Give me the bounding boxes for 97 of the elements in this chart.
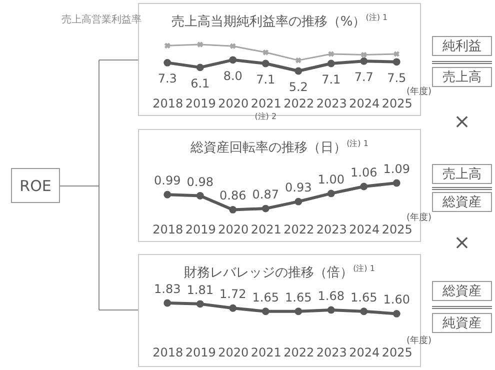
data-label: 7.5 xyxy=(387,70,406,85)
chart-title: 総資産回転率の推移（日）$^{(注) 1}$ xyxy=(190,138,370,156)
data-label: 1.09 xyxy=(383,162,410,176)
point xyxy=(360,182,368,190)
x-tick-label: 2022 xyxy=(284,222,314,236)
x-tick-label: 2022 xyxy=(284,346,314,360)
point xyxy=(229,206,237,214)
text: ROE xyxy=(11,168,60,203)
point xyxy=(164,58,172,66)
x-tick-label: 2019 xyxy=(185,222,216,236)
text: (年度) xyxy=(406,86,432,97)
point xyxy=(197,42,204,48)
x-tick-label: 2018 xyxy=(152,222,184,236)
point xyxy=(294,67,302,75)
point xyxy=(262,49,269,56)
x-tick-label: 2020 xyxy=(218,96,249,110)
point xyxy=(229,56,237,64)
x-tick-label: 2023 xyxy=(316,96,347,110)
x-tick-label: 2020 xyxy=(218,222,249,236)
point xyxy=(360,308,368,316)
point xyxy=(164,190,172,198)
data-label: 0.99 xyxy=(154,174,181,188)
point xyxy=(294,308,302,316)
data-label: 7.1 xyxy=(322,72,341,86)
data-label: 5.2 xyxy=(288,80,308,94)
point xyxy=(392,179,400,187)
point xyxy=(196,64,204,72)
data-label: 1.65 xyxy=(285,290,312,304)
text: 売上高 xyxy=(432,164,492,184)
x-tick-label: 2024 xyxy=(349,346,380,360)
x-tick-label: 2023 xyxy=(316,346,347,360)
chart-title: 財務レバレッジの推移（倍）$^{(注) 1}$ xyxy=(183,263,376,282)
data-label: 0.98 xyxy=(186,174,214,189)
data-label: 7.1 xyxy=(256,72,276,86)
x-tick-label: 2021 xyxy=(250,222,282,236)
x-tick-label: 2025 xyxy=(382,222,412,236)
data-label: 7.3 xyxy=(158,72,177,86)
point xyxy=(327,60,335,68)
data-label: 0.87 xyxy=(252,188,279,202)
point xyxy=(392,310,400,318)
x-tick-label: 2024 xyxy=(349,222,380,236)
point xyxy=(196,300,204,308)
x-tick-label: 2018 xyxy=(152,346,184,360)
point xyxy=(327,190,335,198)
data-label: 1.00 xyxy=(318,172,344,186)
data-label: 1.72 xyxy=(220,287,246,302)
point xyxy=(196,192,204,200)
text: (注) 2 xyxy=(254,112,277,121)
text: (年度) xyxy=(406,212,432,223)
point xyxy=(360,52,367,58)
point xyxy=(328,51,334,57)
data-label: 8.0 xyxy=(223,68,242,83)
point xyxy=(262,204,270,212)
text: 総資産 xyxy=(432,192,492,212)
text: 純資産 xyxy=(432,313,492,333)
point xyxy=(262,60,270,68)
data-label: 1.65 xyxy=(252,290,279,304)
point xyxy=(327,306,335,314)
data-label: 1.81 xyxy=(186,282,214,297)
x-tick-label: 2025 xyxy=(382,346,412,360)
x-tick-label: 2020 xyxy=(218,346,249,360)
point xyxy=(360,57,368,65)
data-label: 6.1 xyxy=(190,76,210,90)
chart-title: 売上高当期純利益率の推移（%）$^{(注) 1}$ xyxy=(171,13,388,30)
point xyxy=(229,304,237,312)
data-label: 1.65 xyxy=(350,290,378,304)
point xyxy=(164,299,172,307)
point xyxy=(295,57,302,64)
x-tick-label: 2022 xyxy=(284,96,314,110)
data-label: 0.93 xyxy=(285,180,312,195)
text: × xyxy=(452,109,472,133)
x-tick-label: 2019 xyxy=(185,96,216,110)
point xyxy=(262,308,270,316)
x-tick-label: 2021 xyxy=(250,346,282,360)
text: 純利益 xyxy=(432,36,492,56)
point xyxy=(394,51,400,57)
x-tick-label: 2021 xyxy=(250,96,282,110)
x-tick-label: 2019 xyxy=(185,346,216,360)
data-label: 1.60 xyxy=(383,292,410,307)
text: 売上高 xyxy=(432,67,492,87)
data-label: 0.86 xyxy=(220,188,246,203)
text: 総資産 xyxy=(432,281,492,301)
point xyxy=(164,42,170,49)
x-tick-label: 2024 xyxy=(349,96,380,110)
text: 売上高営業利益率 xyxy=(61,14,142,26)
text: (年度) xyxy=(406,335,432,346)
data-label: 1.83 xyxy=(154,282,181,296)
point xyxy=(392,58,400,66)
data-label: 1.68 xyxy=(318,288,344,303)
x-tick-label: 2025 xyxy=(382,96,412,110)
point xyxy=(230,43,236,50)
point xyxy=(294,198,302,206)
data-label: 1.06 xyxy=(350,165,378,180)
data-label: 7.7 xyxy=(354,70,374,84)
x-tick-label: 2023 xyxy=(316,222,347,236)
text: × xyxy=(452,230,472,254)
x-tick-label: 2018 xyxy=(152,96,184,110)
